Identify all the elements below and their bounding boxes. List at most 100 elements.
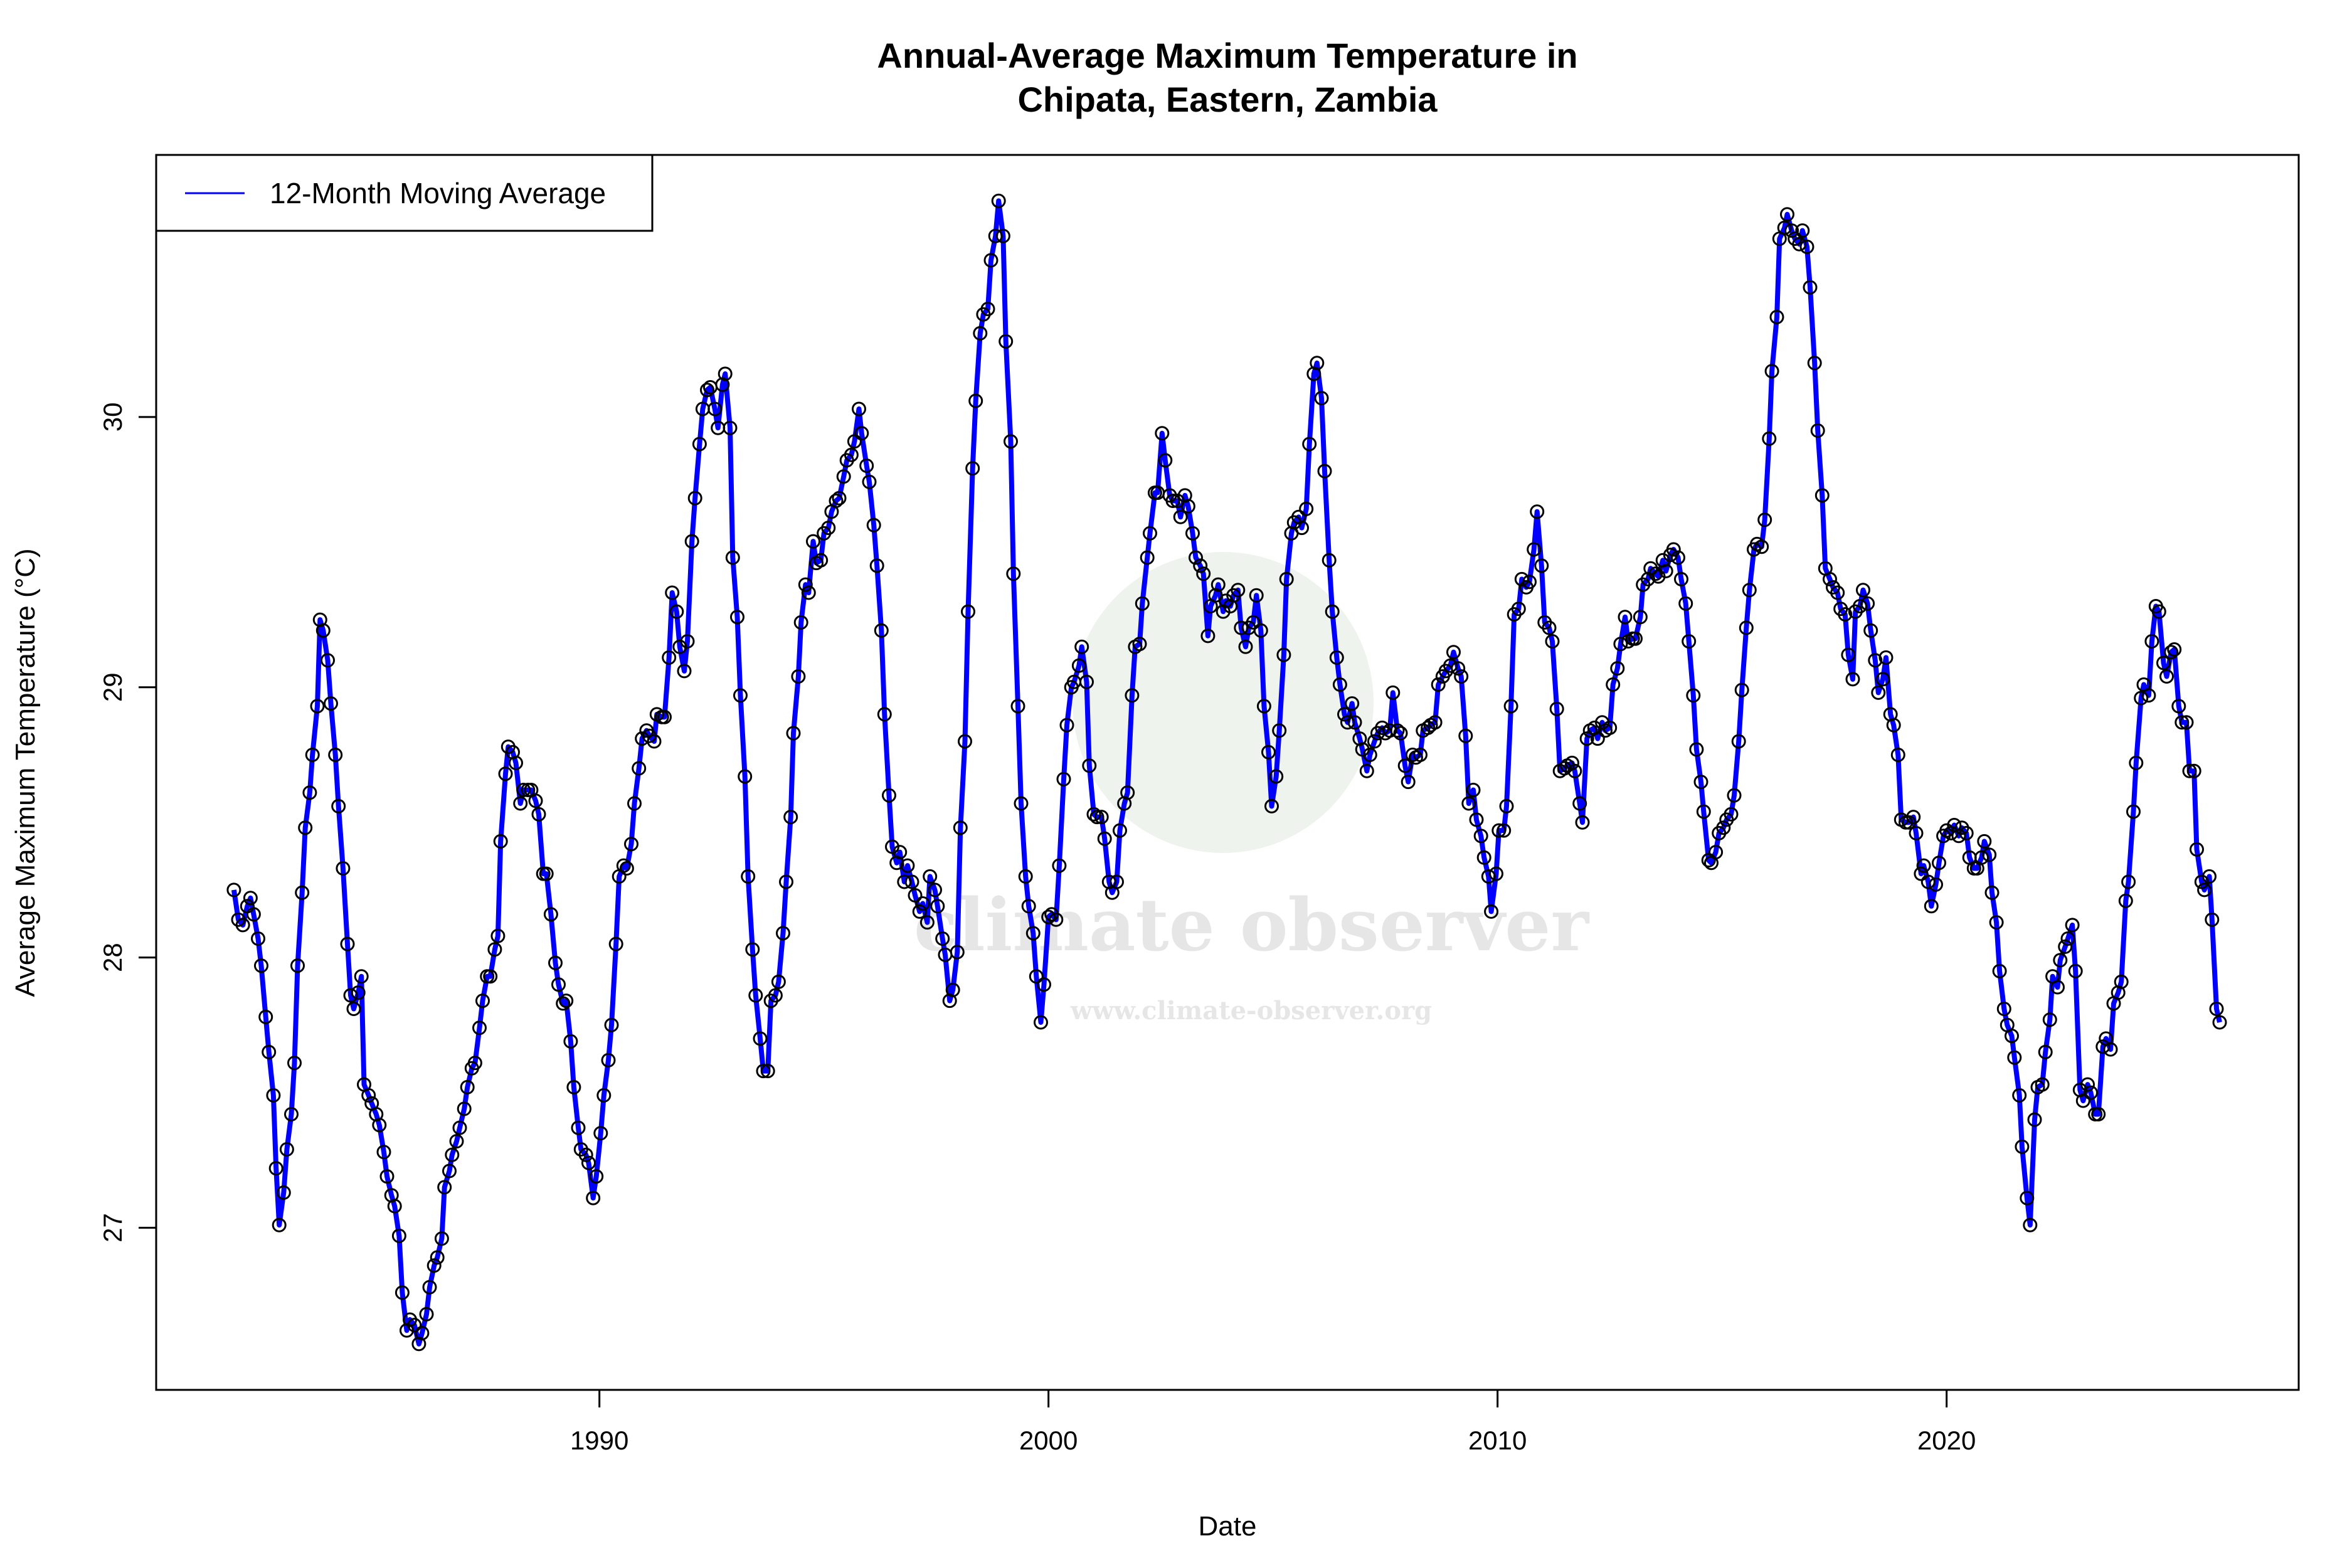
data-point	[516, 783, 531, 797]
data-point	[1059, 718, 1074, 733]
data-point	[1823, 571, 1837, 586]
y-tick-label: 30	[98, 403, 127, 432]
x-axis: 1990 2000 2010 2020	[570, 1390, 1976, 1455]
data-point	[786, 726, 801, 741]
data-point	[2060, 931, 2075, 946]
data-point	[657, 709, 672, 724]
data-point	[616, 858, 631, 873]
data-point	[1446, 645, 1461, 660]
data-point	[2126, 804, 2141, 819]
legend-label: 12-Month Moving Average	[270, 177, 606, 209]
data-point	[1443, 658, 1458, 673]
data-point	[1362, 748, 1377, 762]
data-point	[608, 936, 623, 951]
x-tick-label: 2000	[1019, 1426, 1078, 1455]
data-point	[1246, 615, 1261, 630]
data-point	[1261, 744, 1276, 760]
data-point	[1193, 558, 1208, 573]
data-point	[874, 623, 889, 638]
data-point	[1352, 731, 1367, 746]
data-point	[900, 858, 915, 873]
data-point	[1180, 499, 1195, 514]
data-point	[415, 1326, 430, 1340]
data-point	[298, 820, 313, 835]
data-point	[1959, 825, 1974, 840]
data-point	[928, 882, 942, 898]
data-point	[745, 942, 760, 957]
data-point	[2159, 669, 2174, 684]
data-point	[718, 366, 733, 381]
data-point	[923, 869, 938, 884]
data-point	[1454, 669, 1469, 684]
data-point	[268, 1161, 283, 1176]
data-point	[1951, 829, 1966, 844]
data-point	[844, 447, 859, 462]
data-point	[2038, 1044, 2053, 1059]
data-point	[445, 1147, 460, 1162]
data-point	[1878, 650, 1894, 665]
data-point	[1977, 834, 1992, 849]
data-point	[437, 1180, 452, 1195]
data-point	[1276, 647, 1291, 662]
data-point	[1185, 526, 1200, 541]
data-point	[882, 788, 896, 803]
data-point	[2209, 1002, 2224, 1016]
watermark-globe-icon	[1073, 552, 1374, 853]
data-point	[1074, 639, 1089, 654]
data-point	[586, 1190, 601, 1205]
data-point	[1385, 685, 1401, 700]
data-point	[1029, 969, 1044, 984]
data-point	[2144, 634, 2159, 649]
data-point	[1929, 877, 1943, 892]
data-point	[2007, 1050, 2022, 1065]
data-point	[1367, 734, 1382, 749]
data-point	[1345, 696, 1360, 711]
data-point	[1534, 558, 1549, 573]
data-point	[908, 888, 923, 903]
data-point	[1264, 798, 1279, 813]
data-point	[627, 796, 642, 811]
data-point	[2118, 893, 2133, 908]
data-point	[1499, 798, 1514, 813]
data-point	[1795, 223, 1810, 238]
data-point	[2171, 699, 2186, 714]
data-point	[1120, 785, 1135, 800]
data-point	[351, 985, 366, 1000]
data-point	[2058, 939, 2073, 954]
data-point	[1671, 550, 1685, 565]
data-point	[422, 1279, 437, 1295]
data-point	[2023, 1217, 2038, 1232]
data-point	[1332, 677, 1347, 692]
data-point	[1814, 488, 1830, 503]
data-point	[973, 326, 988, 341]
data-point	[935, 931, 950, 946]
data-point	[593, 1126, 608, 1141]
data-point	[372, 1118, 387, 1133]
data-point	[1572, 796, 1587, 811]
data-point	[999, 334, 1014, 349]
data-point	[832, 490, 847, 506]
data-point	[930, 899, 945, 914]
chart-title-line-1: Annual-Average Maximum Temperature in	[877, 36, 1577, 75]
data-point	[1143, 526, 1157, 541]
data-point	[619, 861, 634, 876]
data-point	[821, 521, 836, 536]
data-point	[665, 585, 680, 600]
data-point	[862, 474, 877, 489]
data-point	[1428, 715, 1443, 730]
data-point	[2197, 882, 2212, 898]
data-point	[498, 766, 513, 781]
data-point	[2190, 842, 2204, 857]
data-point	[2080, 1077, 2095, 1092]
data-point	[287, 1056, 302, 1071]
data-point	[559, 993, 574, 1009]
data-point	[1382, 723, 1397, 738]
data-point	[1567, 763, 1582, 778]
data-point	[1189, 550, 1203, 565]
data-point	[1511, 601, 1526, 617]
data-point	[1527, 542, 1542, 557]
data-point	[1071, 658, 1086, 673]
data-point	[1734, 682, 1749, 697]
data-point	[915, 896, 930, 911]
data-point	[1155, 426, 1170, 441]
